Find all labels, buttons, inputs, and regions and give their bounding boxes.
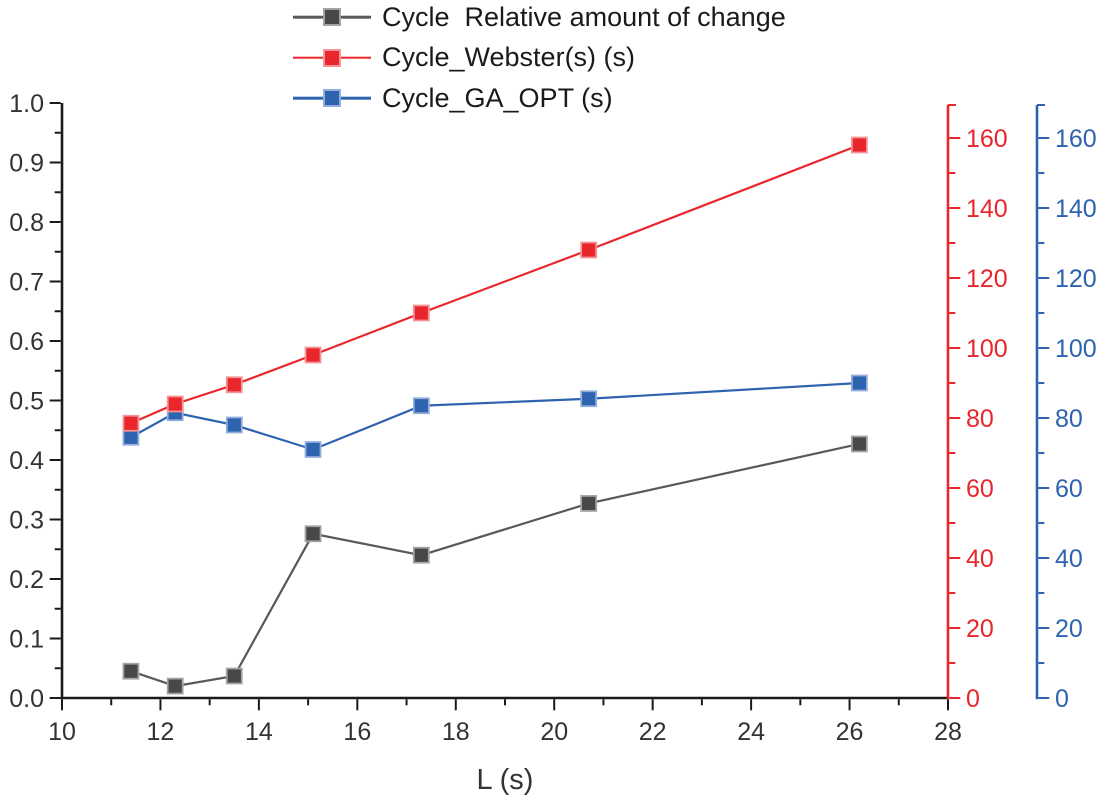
right-tick-label: 100 <box>1055 335 1097 363</box>
left-tick-label: 0.2 <box>9 566 44 594</box>
left-tick-label: 0.8 <box>9 209 44 237</box>
gray-square-marker-icon <box>323 8 341 27</box>
data-point-marker <box>225 376 243 394</box>
left-tick-label: 0.7 <box>9 269 44 297</box>
left-y-axis: 0.0 0.1 0.2 0.3 0.4 0.5 0.6 0.7 0.8 0.9 1.0 <box>9 90 64 713</box>
x-tick-label: 22 <box>639 718 667 746</box>
x-tick-label: 20 <box>540 718 568 746</box>
x-tick-label: 24 <box>737 718 765 746</box>
x-tick-label: 28 <box>934 718 962 746</box>
data-point-marker <box>851 435 868 453</box>
right-tick-label: 140 <box>966 195 1008 223</box>
right-tick-label: 100 <box>966 335 1008 363</box>
x-tick-label: 12 <box>147 718 175 746</box>
right-tick-label: 0 <box>1055 685 1069 713</box>
right-tick-label: 120 <box>966 265 1008 293</box>
x-tick-label: 18 <box>442 718 470 746</box>
right-tick-label: 160 <box>1055 125 1097 153</box>
data-point-marker <box>412 546 430 564</box>
left-tick-label: 1.0 <box>9 90 44 118</box>
legend-item-webster: Cycle_Webster(s) (s) <box>293 38 786 79</box>
legend-sample-relative-change <box>293 7 371 27</box>
x-tick-label: 26 <box>836 718 864 746</box>
right-tick-label: 120 <box>1055 265 1097 293</box>
data-point-marker <box>225 416 243 434</box>
right-tick-label: 40 <box>966 545 994 573</box>
legend: Cycle Relative amount of change Cycle_We… <box>293 0 786 119</box>
data-point-marker <box>225 667 243 685</box>
data-point-marker <box>580 495 598 512</box>
left-tick-label: 0.6 <box>9 328 44 356</box>
left-tick-label: 0.4 <box>9 447 44 475</box>
data-point-marker <box>851 374 868 392</box>
right-tick-label: 160 <box>966 125 1008 153</box>
data-point-marker <box>851 136 868 154</box>
data-point-marker <box>122 414 140 432</box>
right-tick-label: 80 <box>1055 405 1083 433</box>
left-tick-label: 0.9 <box>9 150 44 178</box>
legend-sample-webster <box>293 48 371 68</box>
right-tick-label: 40 <box>1055 545 1083 573</box>
legend-label-relative-change: Cycle Relative amount of change <box>382 1 786 32</box>
data-point-marker <box>412 397 430 415</box>
red-y-axis: 0 20 40 60 80 100 120 140 160 <box>946 104 1008 713</box>
data-point-marker <box>412 304 430 322</box>
data-point-marker <box>166 395 184 413</box>
legend-label-webster: Cycle_Webster(s) (s) <box>382 42 636 73</box>
blue-y-axis: 0 20 40 60 80 100 120 140 160 <box>1035 104 1097 713</box>
legend-item-relative-change: Cycle Relative amount of change <box>293 0 786 38</box>
series-webster <box>122 136 868 432</box>
x-tick-label: 10 <box>48 718 76 746</box>
data-point-marker <box>122 662 140 680</box>
x-axis-title: L (s) <box>477 764 534 796</box>
left-tick-label: 0.3 <box>9 507 44 535</box>
right-tick-label: 60 <box>1055 475 1083 503</box>
x-tick-label: 16 <box>343 718 371 746</box>
left-tick-label: 0.5 <box>9 388 44 416</box>
data-point-marker <box>580 390 598 408</box>
right-tick-label: 60 <box>966 475 994 503</box>
blue-square-marker-icon <box>323 89 341 108</box>
data-point-marker <box>304 525 322 543</box>
data-point-marker <box>304 346 322 364</box>
series-relative-change <box>122 435 868 695</box>
red-square-marker-icon <box>323 48 341 67</box>
left-tick-label: 0.1 <box>9 626 44 654</box>
data-point-marker <box>580 241 598 259</box>
right-tick-label: 80 <box>966 405 994 433</box>
right-tick-label: 20 <box>966 615 994 643</box>
left-tick-label: 0.0 <box>9 685 44 713</box>
right-tick-label: 20 <box>1055 615 1083 643</box>
x-tick-label: 14 <box>245 718 273 746</box>
right-tick-label: 0 <box>966 685 980 713</box>
legend-label-ga-opt: Cycle_GA_OPT (s) <box>382 82 613 113</box>
data-point-marker <box>122 428 140 446</box>
data-point-marker <box>304 441 322 458</box>
right-tick-label: 140 <box>1055 195 1097 223</box>
x-axis: 10 12 14 16 18 20 22 24 26 28 L (s) <box>48 696 962 796</box>
legend-item-ga-opt: Cycle_GA_OPT (s) <box>293 78 786 119</box>
legend-sample-ga-opt <box>293 88 371 108</box>
data-point-marker <box>166 677 184 695</box>
